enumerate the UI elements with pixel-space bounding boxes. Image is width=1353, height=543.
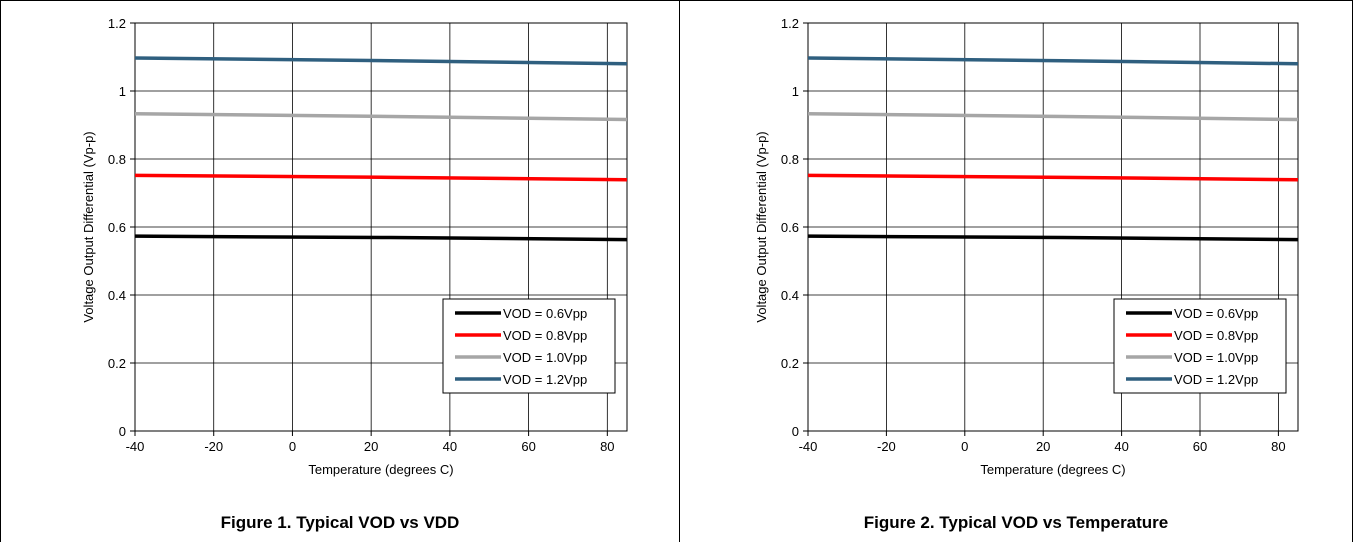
y-tick-label: 1.2 — [108, 16, 126, 31]
y-axis-label: Voltage Output Differential (Vp-p) — [754, 131, 769, 322]
x-tick-label: 60 — [521, 439, 535, 454]
legend-label: VOD = 1.2Vpp — [1174, 372, 1258, 387]
series-line-3 — [807, 112, 1299, 122]
series-line-2 — [134, 173, 628, 182]
y-tick-label: 0.6 — [108, 220, 126, 235]
y-tick-label: 0.8 — [781, 152, 799, 167]
y-tick-label: 0.4 — [781, 288, 799, 303]
y-tick-label: 0 — [792, 424, 799, 439]
legend-label: VOD = 1.0Vpp — [1174, 350, 1258, 365]
legend-label: VOD = 0.6Vpp — [1174, 306, 1258, 321]
x-tick-label: -40 — [126, 439, 145, 454]
x-tick-label: 80 — [600, 439, 614, 454]
x-tick-label: 20 — [364, 439, 378, 454]
x-axis-label: Temperature (degrees C) — [980, 462, 1125, 477]
series-line-1 — [134, 234, 628, 242]
x-tick-label: 40 — [443, 439, 457, 454]
x-tick-label: 0 — [961, 439, 968, 454]
figure-1-caption: Figure 1. Typical VOD vs VDD — [220, 513, 460, 532]
series-line-4 — [134, 56, 628, 66]
y-tick-label: 0.2 — [781, 356, 799, 371]
y-tick-label: 0.8 — [108, 152, 126, 167]
x-axis-label: Temperature (degrees C) — [308, 462, 453, 477]
legend-label: VOD = 1.2Vpp — [503, 372, 587, 387]
series-line-2 — [807, 173, 1299, 182]
x-tick-label: 40 — [1114, 439, 1128, 454]
y-tick-label: 1 — [792, 84, 799, 99]
figure-2-chart: -40 -20 0 20 40 60 80 0 0.2 0.4 0.6 0.8 1 1.2 Temperat… — [754, 16, 1299, 477]
x-tick-label: 20 — [1036, 439, 1050, 454]
x-tick-label: -20 — [877, 439, 896, 454]
y-tick-label: 0.6 — [781, 220, 799, 235]
legend-label: VOD = 0.8Vpp — [1174, 328, 1258, 343]
y-tick-label: 0.4 — [108, 288, 126, 303]
legend-label: VOD = 0.6Vpp — [503, 306, 587, 321]
y-tick-label: 1 — [119, 84, 126, 99]
x-tick-label: 80 — [1271, 439, 1285, 454]
figure-1-panel: -40 -20 0 20 40 60 80 0 0.2 0.4 0.6 0.8 1 1.2 Temperat… — [0, 0, 680, 542]
figure-2-caption: Figure 2. Typical VOD vs Temperature — [863, 513, 1169, 532]
y-tick-label: 0.2 — [108, 356, 126, 371]
x-tick-label: -40 — [799, 439, 818, 454]
figure-2-panel: -40 -20 0 20 40 60 80 0 0.2 0.4 0.6 0.8 1 1.2 Temperat… — [680, 0, 1353, 542]
x-tick-label: -20 — [204, 439, 223, 454]
series-line-3 — [134, 112, 628, 122]
legend-label: VOD = 1.0Vpp — [503, 350, 587, 365]
y-tick-label: 0 — [119, 424, 126, 439]
series-line-4 — [807, 56, 1299, 66]
figure-1-chart: -40 -20 0 20 40 60 80 0 0.2 0.4 0.6 0.8 1 1.2 Temperat… — [81, 16, 628, 477]
series-line-1 — [807, 234, 1299, 242]
y-tick-label: 1.2 — [781, 16, 799, 31]
x-tick-label: 60 — [1193, 439, 1207, 454]
y-axis-label: Voltage Output Differential (Vp-p) — [81, 131, 96, 322]
legend-label: VOD = 0.8Vpp — [503, 328, 587, 343]
x-tick-label: 0 — [289, 439, 296, 454]
